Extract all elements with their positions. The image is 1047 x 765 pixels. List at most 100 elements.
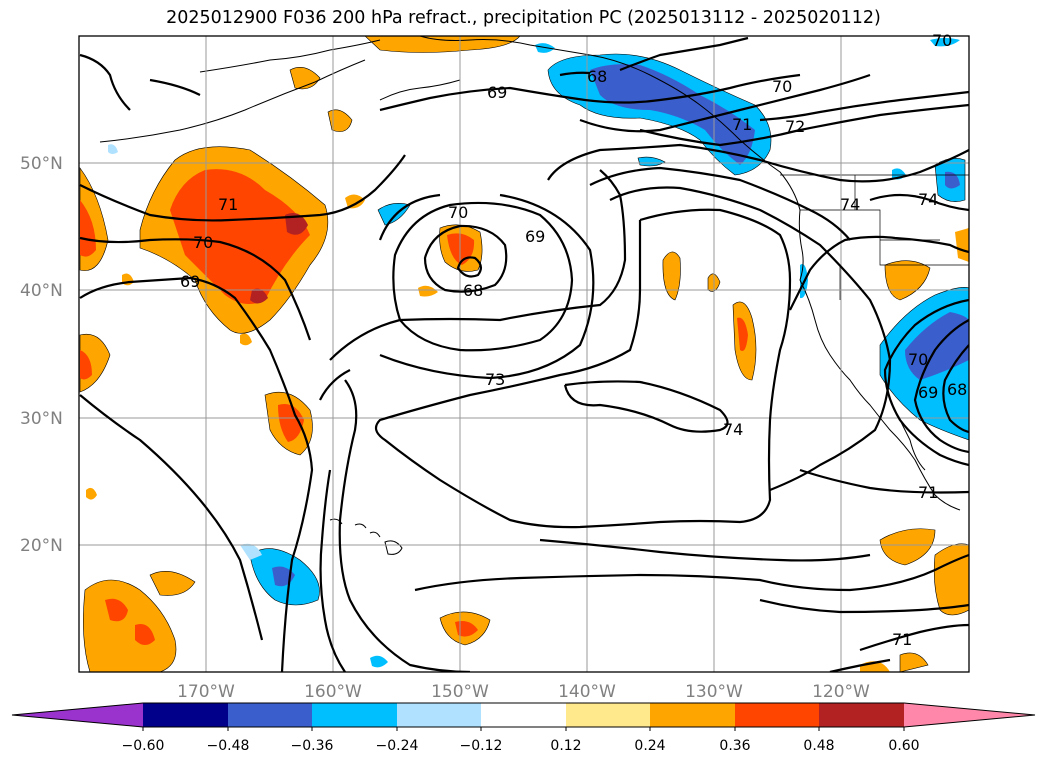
refractivity-contours bbox=[79, 36, 969, 672]
contour-label: 70 bbox=[448, 203, 468, 222]
contour-label: 68 bbox=[587, 67, 607, 86]
colorbar-tick-label: 0.12 bbox=[550, 738, 581, 754]
colorbar-tick-label: −0.60 bbox=[122, 738, 165, 754]
lat-label: 50°N bbox=[20, 154, 63, 174]
contour-line-69-top bbox=[79, 53, 801, 112]
contour-label: 70 bbox=[193, 233, 213, 252]
chart-title: 2025012900 F036 200 hPa refract., precip… bbox=[166, 8, 881, 28]
colorbar-segment bbox=[650, 703, 735, 727]
contour-line-74-ne-2 bbox=[869, 193, 969, 212]
contour-line-left-edge bbox=[79, 394, 264, 641]
contour-label: 74 bbox=[840, 195, 860, 214]
colorbar-segment bbox=[819, 703, 904, 727]
map-area bbox=[79, 36, 969, 672]
contour-label: 69 bbox=[180, 272, 200, 291]
hawaii-islands-coast bbox=[329, 518, 403, 555]
precip-shading bbox=[79, 36, 969, 672]
precip-negative-area bbox=[370, 655, 388, 668]
contour-label: 68 bbox=[947, 380, 967, 399]
lon-label: 120°W bbox=[812, 682, 870, 702]
precip-positive-area bbox=[285, 212, 308, 235]
precip-positive-area bbox=[455, 621, 478, 637]
colorbar-tick-label: 0.24 bbox=[634, 738, 665, 754]
colorbar-segment bbox=[228, 703, 312, 727]
precip-positive-area bbox=[662, 251, 681, 301]
precip-positive-area bbox=[899, 652, 929, 672]
lat-label: 20°N bbox=[20, 536, 63, 556]
contour-line-74-high-ring bbox=[374, 208, 792, 529]
precip-negative-area bbox=[945, 171, 960, 189]
contour-label: 71 bbox=[218, 195, 238, 214]
precip-positive-area bbox=[289, 67, 321, 90]
precip-positive-area bbox=[278, 404, 304, 442]
lon-label: 170°W bbox=[177, 682, 235, 702]
contour-line-69-low-ring bbox=[392, 201, 574, 352]
colorbar-tick-label: −0.36 bbox=[291, 738, 334, 754]
contour-line-68-north bbox=[559, 36, 749, 77]
precip-positive-area bbox=[955, 228, 969, 262]
colorbar-segment bbox=[735, 703, 819, 727]
contour-line-outer-high-1 bbox=[547, 143, 969, 183]
contour-line-70-low-ring bbox=[378, 193, 595, 380]
precip-negative-area bbox=[637, 156, 666, 167]
north-america-west-coast bbox=[798, 209, 961, 511]
contour-line-se-edge bbox=[829, 658, 891, 672]
contour-label: 73 bbox=[485, 370, 505, 389]
precip-positive-area bbox=[418, 285, 438, 297]
aleutian-islands-coast bbox=[199, 39, 381, 73]
precip-negative-area bbox=[930, 38, 960, 47]
colorbar-segment bbox=[397, 703, 481, 727]
colorbar-tick-label: −0.12 bbox=[460, 738, 503, 754]
colorbar-segment bbox=[566, 703, 650, 727]
precip-positive-area bbox=[250, 288, 268, 304]
precip-positive-area bbox=[327, 109, 353, 132]
contour-line-72 bbox=[639, 103, 969, 147]
colorbar-tick-label: 0.60 bbox=[888, 738, 919, 754]
precip-positive-area bbox=[345, 194, 365, 209]
contour-line-trough-69 bbox=[913, 319, 969, 454]
contour-line-68-inner bbox=[456, 256, 482, 278]
colorbar-segment bbox=[143, 703, 228, 727]
lon-label: 150°W bbox=[431, 682, 489, 702]
contour-line-71-west bbox=[79, 154, 406, 222]
contour-line-70-west bbox=[79, 236, 312, 341]
alaska-peninsula-coast bbox=[379, 79, 461, 101]
precip-positive-area bbox=[80, 350, 92, 380]
aleutian-chain-coast bbox=[99, 59, 366, 143]
contour-label: 74 bbox=[723, 420, 743, 439]
contour-label: 71 bbox=[918, 483, 938, 502]
contour-line-trough-70 bbox=[883, 298, 969, 467]
colorbar-segment bbox=[481, 703, 566, 727]
precip-negative-area bbox=[240, 543, 262, 560]
contour-line-outer-high-2 bbox=[589, 166, 851, 241]
colorbar-tick-label: 0.48 bbox=[803, 738, 834, 754]
contour-line-69-west bbox=[79, 276, 314, 672]
contour-label: 69 bbox=[525, 227, 545, 246]
precip-positive-area bbox=[879, 528, 936, 566]
precip-positive-area bbox=[80, 200, 96, 257]
contour-line-74-west bbox=[319, 369, 351, 672]
colorbar-tick-label: −0.48 bbox=[207, 738, 250, 754]
precip-positive-area bbox=[105, 598, 128, 622]
gridlines bbox=[79, 36, 969, 672]
contour-labels: 71 70 69 68 70 69 68 69 70 72 71 73 74 7… bbox=[180, 31, 967, 649]
contour-line-74-outer bbox=[609, 186, 892, 492]
colorbar: −0.60 −0.48 −0.36 −0.24 −0.12 0.12 0.24 … bbox=[11, 702, 1036, 754]
lon-label: 140°W bbox=[558, 682, 616, 702]
lat-label: 30°N bbox=[20, 409, 63, 429]
contour-line-71-east bbox=[799, 468, 969, 494]
colorbar-extend-left bbox=[12, 703, 143, 727]
contour-label: 68 bbox=[463, 281, 483, 300]
lat-label: 40°N bbox=[20, 281, 63, 301]
contour-label: 69 bbox=[487, 83, 507, 102]
contour-line-71-north bbox=[759, 90, 969, 122]
contour-line-70-north bbox=[579, 73, 871, 133]
lon-label: 130°W bbox=[685, 682, 743, 702]
contour-line-74-ne bbox=[789, 235, 969, 311]
contour-label: 70 bbox=[772, 77, 792, 96]
precip-positive-area bbox=[149, 570, 196, 596]
precip-positive-area bbox=[86, 487, 97, 500]
precip-negative-area bbox=[108, 144, 118, 154]
longitude-labels: 170°W 160°W 150°W 140°W 130°W 120°W bbox=[177, 682, 870, 702]
